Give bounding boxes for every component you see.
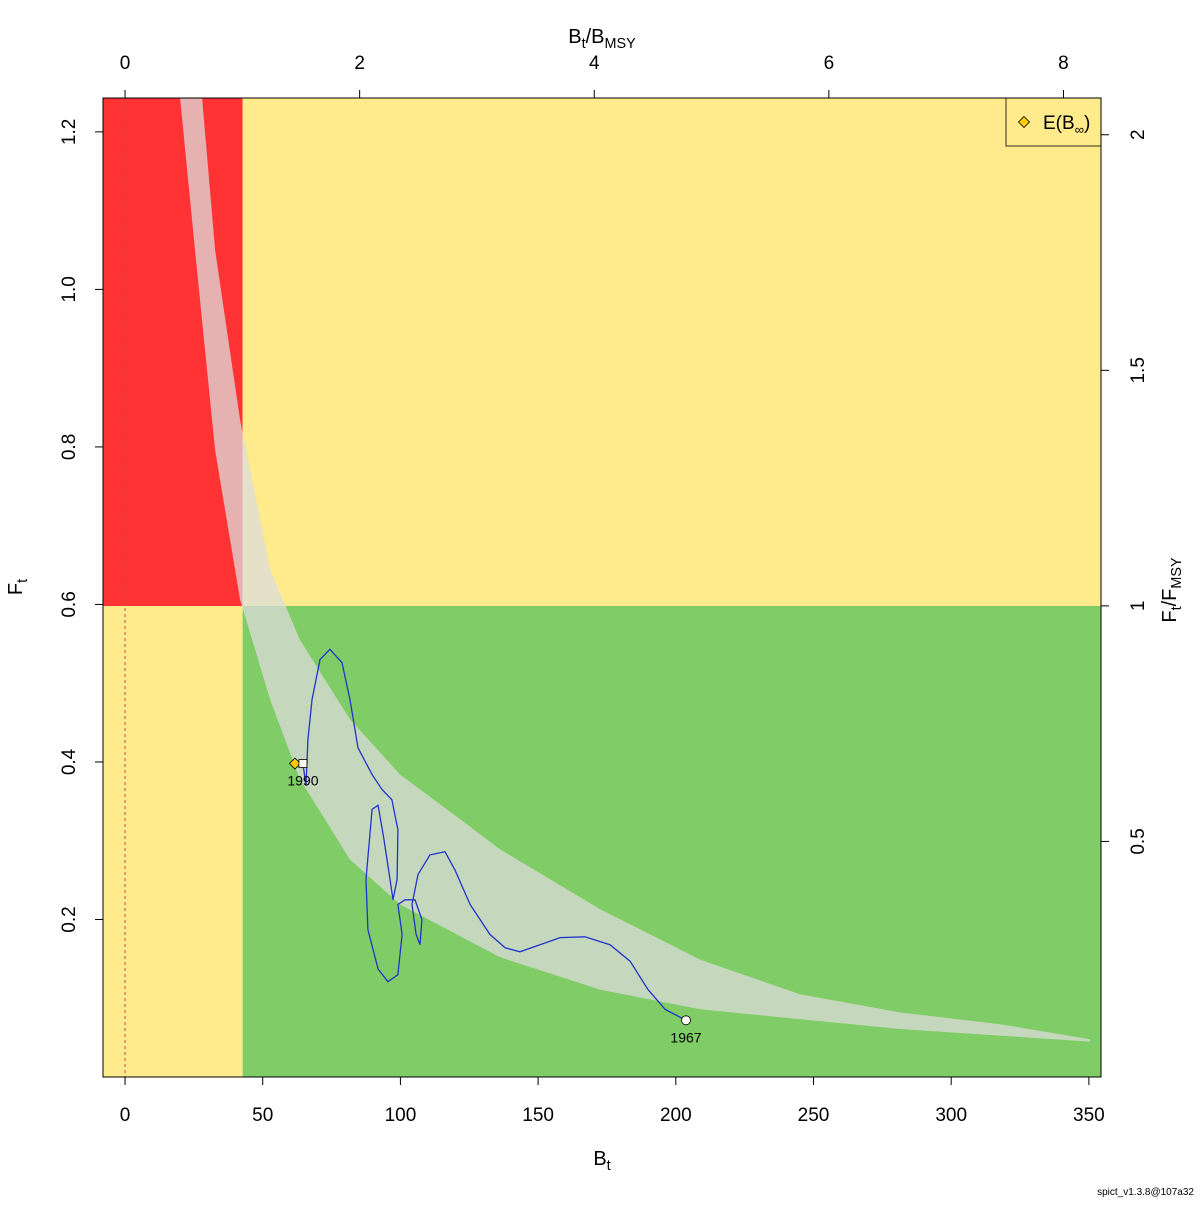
zone-yellow [103,606,243,1077]
subscript: ∞ [1075,122,1084,137]
x2-tick-label: 2 [354,53,365,74]
label-text: B [593,1148,606,1170]
subscript: MSY [605,36,637,52]
legend-text: ) [1084,113,1090,134]
label-text: F [5,583,27,595]
legend-marker [1017,115,1031,129]
x2-tick-label: 4 [589,53,600,74]
y2-tick-label: 1.5 [1128,357,1149,383]
subscript: t [607,1158,611,1174]
y2-tick-label: 0.5 [1128,828,1149,854]
plot-frame [102,97,1102,1078]
start-point [681,1015,691,1026]
x-tick-label: 300 [935,1105,967,1126]
start-label: 1967 [670,1029,701,1045]
legend-label: E(B∞) [1043,113,1090,137]
legend-box [1005,97,1102,147]
end-point [298,759,308,768]
y-tick-label: 0.8 [59,434,80,460]
label-text: B [568,26,581,48]
x-tick-label: 150 [522,1105,554,1126]
x2-tick-label: 8 [1058,53,1069,74]
x-tick-label: 250 [798,1105,830,1126]
label-text: /B [586,26,605,48]
end-label: 1990 [287,773,318,789]
y-tick-label: 1.2 [59,119,80,145]
x2-tick-label: 0 [120,53,131,74]
msy-band [180,98,1091,1042]
legend-text: E(B [1043,113,1075,134]
y-axis-title: Ft [5,579,31,595]
y2-tick-label: 1 [1128,601,1149,612]
x-tick-label: 350 [1073,1105,1105,1126]
subscript: MSY [1169,557,1185,589]
trajectory [302,648,687,1021]
subscript: t [15,579,31,583]
x-tick-label: 50 [252,1105,273,1126]
x-axis-title: Bt [593,1148,610,1174]
label-text: /F [1159,589,1181,607]
y2-axis-title: Ft/FMSY [1159,557,1185,623]
x2-axis-title: Bt/BMSY [568,26,636,52]
x-tick-label: 200 [660,1105,692,1126]
zone-yellow [242,98,1102,607]
x-tick-label: 100 [385,1105,417,1126]
y-tick-label: 0.2 [59,906,80,932]
x2-tick-label: 6 [824,53,835,74]
x-tick-label: 0 [120,1105,131,1126]
subscript: t [582,36,586,52]
label-text: F [1159,610,1181,622]
y-tick-label: 1.0 [59,276,80,302]
footer: spict_v1.3.8@107a32 [1097,1187,1194,1198]
y-tick-label: 0.6 [59,591,80,617]
y-tick-label: 0.4 [59,748,80,775]
y2-tick-label: 2 [1128,129,1149,140]
subscript: t [1169,606,1185,610]
